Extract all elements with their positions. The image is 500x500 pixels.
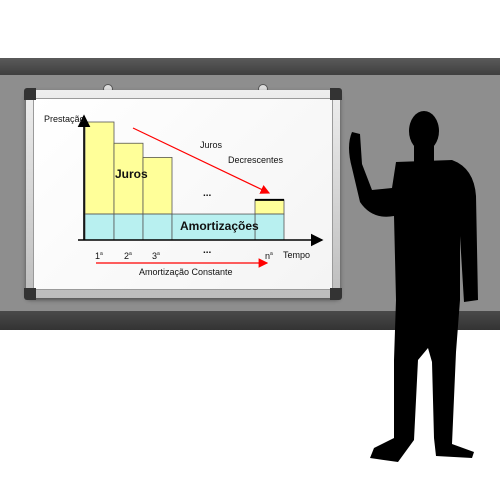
bar-3-interest-segment	[142, 156, 173, 215]
decreasing-interest-arrow	[132, 127, 271, 194]
decreasing-interest-label-line1: Juros	[200, 140, 223, 150]
wall-rail-top	[0, 58, 500, 75]
bars-layer	[84, 121, 285, 241]
interest-label: Juros	[115, 167, 148, 181]
bar-3-amortization-segment	[142, 213, 173, 241]
bar-3	[142, 156, 173, 241]
board-corner-bottom-right	[330, 288, 342, 300]
board-corner-top-right	[330, 88, 342, 100]
bar-2	[113, 142, 144, 241]
bar-n-amortization-segment	[254, 213, 285, 241]
amortization-label: Amortizações	[180, 219, 259, 233]
tick-label-n: na	[265, 251, 273, 261]
y-axis-label: Prestação	[44, 114, 85, 124]
wall-rail-bottom	[0, 311, 500, 330]
tick-label-1: 1a	[95, 251, 103, 261]
bar-2-amortization-segment	[113, 213, 144, 241]
constant-amortization-label: Amortização Constante	[139, 267, 233, 277]
tick-label-3: 3a	[152, 251, 160, 261]
bar-1-amortization-segment	[84, 213, 115, 241]
amortization-band-middle	[171, 213, 256, 241]
x-axis-label: Tempo	[283, 250, 310, 260]
decreasing-interest-label-line2: Decrescentes	[228, 155, 284, 165]
tick-label-2: 2a	[124, 251, 132, 261]
board-corner-top-left	[24, 88, 36, 100]
bar-n-interest-segment	[254, 199, 285, 215]
whiteboard-surface	[33, 98, 333, 290]
bar-1	[84, 121, 115, 241]
bar-1-interest-segment	[84, 121, 115, 215]
bar-n	[254, 198, 285, 241]
middle-ellipsis: ...	[203, 188, 212, 199]
board-corner-bottom-left	[24, 288, 36, 300]
axis-ellipsis: ...	[203, 245, 212, 256]
presenter-silhouette	[349, 111, 478, 462]
